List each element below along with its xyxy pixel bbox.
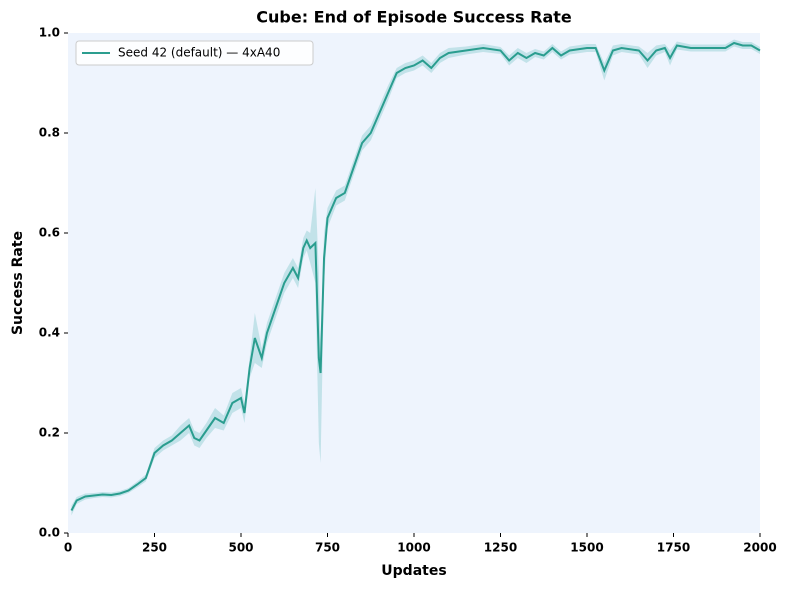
x-tick-label: 1000	[397, 541, 430, 555]
y-tick-label: 0.0	[39, 526, 60, 540]
legend-label: Seed 42 (default) — 4xA40	[118, 46, 280, 60]
x-tick-label: 1250	[484, 541, 517, 555]
x-tick-label: 250	[142, 541, 167, 555]
chart-title: Cube: End of Episode Success Rate	[256, 8, 572, 27]
y-tick-label: 0.8	[39, 126, 60, 140]
y-axis-label: Success Rate	[10, 231, 26, 335]
y-tick-label: 0.4	[39, 326, 60, 340]
x-tick-label: 750	[315, 541, 340, 555]
y-tick-label: 0.2	[39, 426, 60, 440]
x-tick-label: 0	[64, 541, 72, 555]
x-tick-label: 500	[228, 541, 253, 555]
x-axis-label: Updates	[381, 563, 446, 579]
x-tick-label: 1750	[657, 541, 690, 555]
plot-area	[68, 33, 760, 533]
line	[70, 41, 761, 511]
y-tick-label: 1.0	[39, 26, 60, 40]
x-tick-label: 1500	[570, 541, 603, 555]
legend-box	[75, 40, 314, 66]
x-tick-label: 2000	[743, 541, 776, 555]
y-tick-label: 0.6	[39, 226, 60, 240]
